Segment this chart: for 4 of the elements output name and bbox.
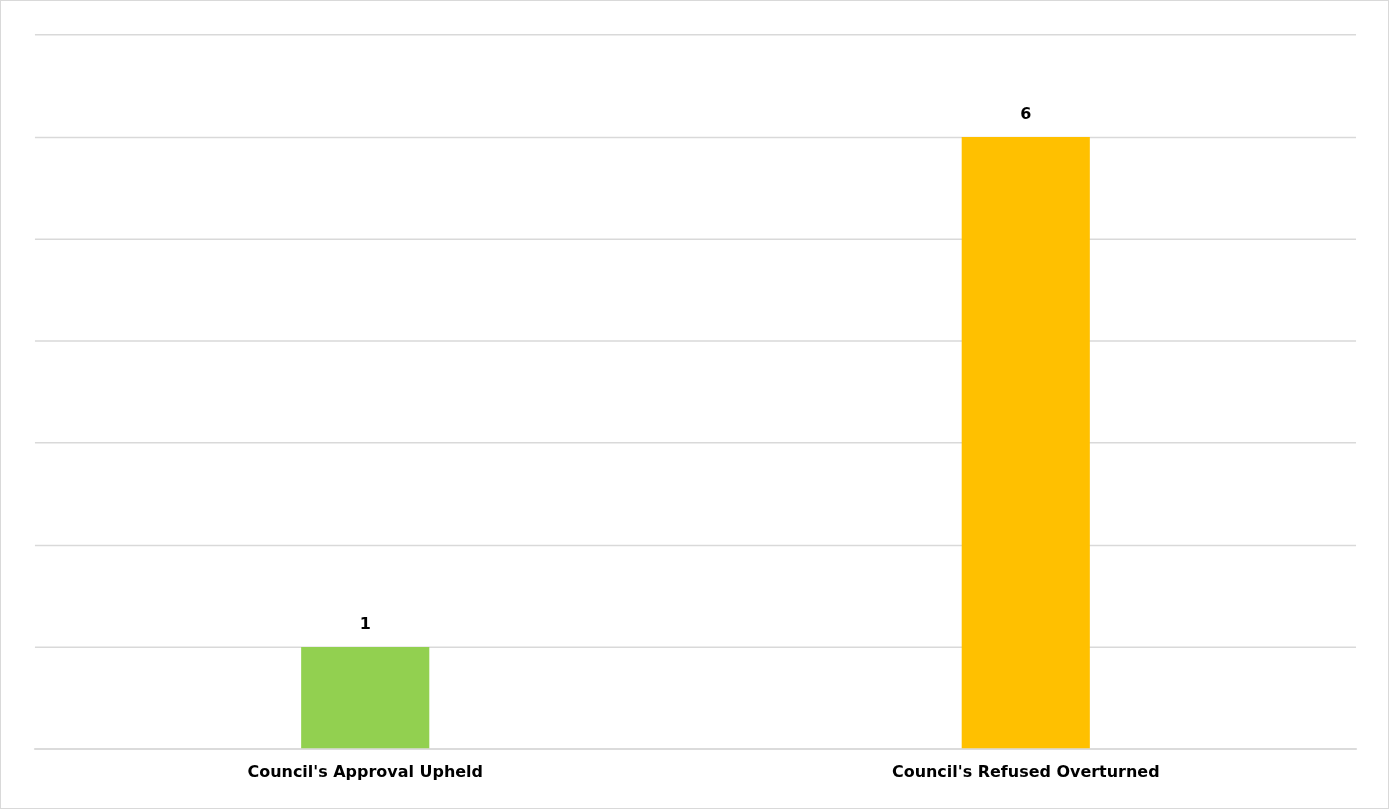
x-tick-label: Council's Refused Overturned — [891, 761, 1160, 781]
data-label: 6 — [1020, 104, 1032, 124]
x-tick-label: Council's Approval Upheld — [247, 761, 483, 781]
data-label: 1 — [359, 614, 371, 634]
